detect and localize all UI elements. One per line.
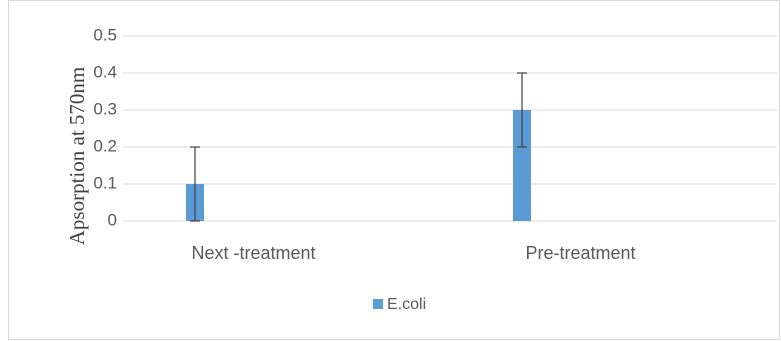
y-tick-label: 0.1 <box>93 173 117 192</box>
error-bars <box>190 72 527 222</box>
legend-swatch-ecoli <box>373 299 383 309</box>
y-axis-ticks: 0 0.1 0.2 0.3 0.4 0.5 <box>93 25 117 229</box>
legend-label-ecoli: E.coli <box>387 296 426 313</box>
y-tick-label: 0.4 <box>93 62 117 81</box>
bar <box>513 110 531 221</box>
gridlines <box>123 35 777 222</box>
error-bar <box>517 72 527 148</box>
bar-chart: 0 0.1 0.2 0.3 0.4 0.5 Next -treatment Pre-trea… <box>65 25 777 313</box>
y-tick-label: 0.3 <box>93 99 117 118</box>
y-tick-label: 0.5 <box>93 25 117 44</box>
x-axis-categories: Next -treatment Pre-treatment <box>191 243 635 263</box>
x-category-label: Next -treatment <box>191 243 315 263</box>
legend: E.coli <box>373 296 426 313</box>
chart-area: 0 0.1 0.2 0.3 0.4 0.5 Next -treatment Pre-trea… <box>8 0 780 340</box>
x-category-label: Pre-treatment <box>525 243 635 263</box>
y-axis-label: Apsorption at 570nm <box>65 67 89 246</box>
y-tick-label: 0.2 <box>93 136 117 155</box>
error-bar <box>190 146 200 222</box>
y-tick-label: 0 <box>108 210 117 229</box>
bars <box>186 110 531 221</box>
